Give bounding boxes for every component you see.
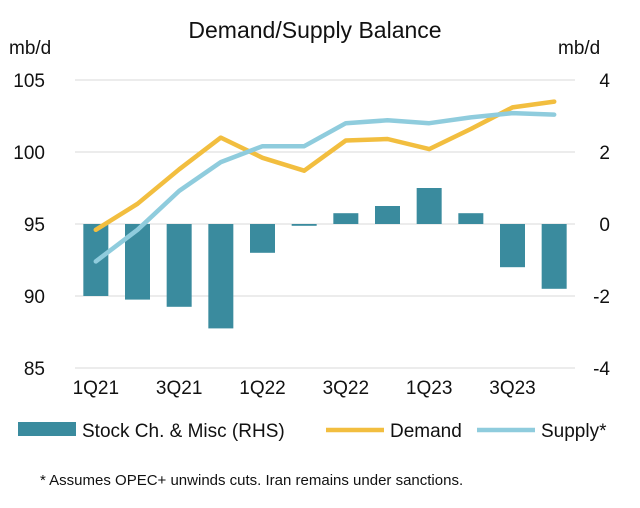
footnote: * Assumes OPEC+ unwinds cuts. Iran remai… [40,472,464,489]
bar [375,206,400,224]
legend-label: Supply* [541,421,607,442]
legend-label: Stock Ch. & Misc (RHS) [82,421,285,442]
bar [541,224,567,289]
bar [208,224,234,329]
bar [291,224,317,226]
bar [416,188,442,224]
left-tick-label: 85 [24,359,45,380]
left-tick-label: 90 [24,287,45,308]
stock-change-bars [83,188,567,329]
bar [333,213,359,224]
x-tick-label: 1Q22 [239,378,285,399]
gridlines [75,79,575,369]
legend-label: Demand [390,421,462,442]
x-tick-label: 3Q21 [156,378,202,399]
left-axis-ticks: 85 90 95 100 105 [13,71,45,380]
bar [500,224,525,268]
x-tick-label: 1Q23 [406,378,452,399]
right-tick-label: -4 [593,359,610,380]
right-axis-ticks: -4 -2 0 2 4 [593,71,610,380]
right-tick-label: 4 [599,71,610,92]
bar [166,224,192,307]
bar [250,224,275,253]
right-tick-label: 0 [599,215,610,236]
legend: Stock Ch. & Misc (RHS) Demand Supply* [18,421,607,442]
left-tick-label: 95 [24,215,45,236]
left-axis-unit: mb/d [9,38,51,59]
legend-swatch-bar [18,422,76,436]
x-tick-label: 3Q23 [489,378,535,399]
line-demand [93,99,557,233]
chart-title: Demand/Supply Balance [188,17,441,43]
right-axis-unit: mb/d [558,38,600,59]
line-supply [93,110,557,264]
right-tick-label: 2 [599,143,610,164]
right-tick-label: -2 [593,287,610,308]
left-tick-label: 105 [13,71,45,92]
left-tick-label: 100 [13,143,45,164]
x-tick-label: 3Q22 [323,378,369,399]
bar [458,213,484,224]
x-tick-label: 1Q21 [73,378,119,399]
x-axis-ticks: 1Q21 3Q21 1Q22 3Q22 1Q23 3Q23 [73,378,536,399]
line-series [93,99,557,264]
